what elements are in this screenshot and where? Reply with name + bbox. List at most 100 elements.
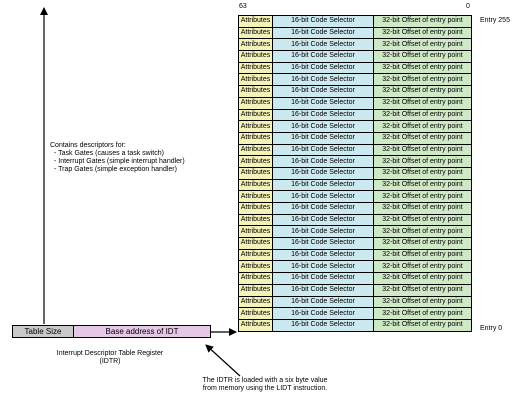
attributes-cell: Attributes (238, 96, 273, 110)
entry-offset-cell: 32-bit Offset of entry point (373, 225, 472, 239)
attributes-cell: Attributes (238, 61, 273, 75)
attributes-cell: Attributes (238, 38, 273, 52)
attributes-cell: Attributes (238, 143, 273, 157)
lidt-note-line1: The IDTR is loaded with a six byte value (202, 377, 328, 384)
attributes-cell: Attributes (238, 178, 273, 192)
descriptors-note-heading: Contains descriptors for: (50, 142, 126, 149)
entry-offset-cell: 32-bit Offset of entry point (373, 155, 472, 168)
attributes-cell: Attributes (238, 131, 273, 145)
code-selector-cell: 16-bit Code Selector (272, 38, 374, 52)
code-selector-cell: 16-bit Code Selector (272, 166, 374, 180)
idt-entry-row: Attributes 16-bit Code Selector 32-bit Off… (238, 143, 472, 157)
lidt-note-line2: from memory using the LIDT instruction. (202, 385, 328, 392)
idt-entry-row: Attributes 16-bit Code Selector 32-bit Off… (238, 26, 472, 40)
code-selector-cell: 16-bit Code Selector (272, 202, 374, 215)
entry-offset-cell: 32-bit Offset of entry point (373, 131, 472, 145)
entry-offset-cell: 32-bit Offset of entry point (373, 120, 472, 133)
code-selector-cell: 16-bit Code Selector (272, 120, 374, 133)
attributes-cell: Attributes (238, 213, 273, 227)
attributes-cell: Attributes (238, 85, 273, 98)
idt-table: Attributes 16-bit Code Selector 32-bit Off… (238, 15, 472, 332)
entry-offset-cell: 32-bit Offset of entry point (373, 15, 472, 28)
idt-entry-row: Attributes 16-bit Code Selector 32-bit Off… (238, 248, 472, 262)
idt-entry-row: Attributes 16-bit Code Selector 32-bit Off… (238, 50, 472, 63)
idt-entry-row: Attributes 16-bit Code Selector 32-bit Off… (238, 283, 472, 297)
entry-offset-cell: 32-bit Offset of entry point (373, 295, 472, 309)
idt-entry-row: Attributes 16-bit Code Selector 32-bit Off… (238, 108, 472, 122)
idt-entry-row: Attributes 16-bit Code Selector 32-bit Off… (238, 61, 472, 75)
attributes-cell: Attributes (238, 307, 273, 320)
attributes-cell: Attributes (238, 108, 273, 122)
entry-offset-cell: 32-bit Offset of entry point (373, 85, 472, 98)
descriptors-list: - Task Gates (causes a task switch) - In… (50, 150, 185, 174)
code-selector-cell: 16-bit Code Selector (272, 225, 374, 239)
entry-offset-cell: 32-bit Offset of entry point (373, 26, 472, 40)
attributes-cell: Attributes (238, 318, 273, 332)
base-address-field: Base address of IDT (74, 325, 211, 338)
bit-0-label: 0 (466, 3, 470, 10)
code-selector-cell: 16-bit Code Selector (272, 190, 374, 203)
code-selector-cell: 16-bit Code Selector (272, 318, 374, 332)
entry-offset-cell: 32-bit Offset of entry point (373, 272, 472, 285)
entry-offset-cell: 32-bit Offset of entry point (373, 190, 472, 203)
idt-entry-row: Attributes 16-bit Code Selector 32-bit Off… (238, 307, 472, 320)
entry-offset-cell: 32-bit Offset of entry point (373, 96, 472, 110)
entry-offset-cell: 32-bit Offset of entry point (373, 108, 472, 122)
idt-entry-row: Attributes 16-bit Code Selector 32-bit Off… (238, 318, 472, 332)
code-selector-cell: 16-bit Code Selector (272, 307, 374, 320)
entry-offset-cell: 32-bit Offset of entry point (373, 202, 472, 215)
code-selector-cell: 16-bit Code Selector (272, 108, 374, 122)
idt-entry-row: Attributes 16-bit Code Selector 32-bit Off… (238, 155, 472, 168)
entry-offset-cell: 32-bit Offset of entry point (373, 307, 472, 320)
code-selector-cell: 16-bit Code Selector (272, 131, 374, 145)
attributes-cell: Attributes (238, 15, 273, 28)
entry-offset-cell: 32-bit Offset of entry point (373, 178, 472, 192)
descriptor-item: - Trap Gates (simple exception handler) (54, 166, 177, 173)
idt-entry-row: Attributes 16-bit Code Selector 32-bit Off… (238, 166, 472, 180)
entry-offset-cell: 32-bit Offset of entry point (373, 283, 472, 297)
code-selector-cell: 16-bit Code Selector (272, 283, 374, 297)
attributes-cell: Attributes (238, 202, 273, 215)
attributes-cell: Attributes (238, 73, 273, 87)
code-selector-cell: 16-bit Code Selector (272, 155, 374, 168)
idt-entry-row: Attributes 16-bit Code Selector 32-bit Off… (238, 15, 472, 28)
idt-entry-row: Attributes 16-bit Code Selector 32-bit Off… (238, 295, 472, 309)
code-selector-cell: 16-bit Code Selector (272, 237, 374, 250)
idt-entry-row: Attributes 16-bit Code Selector 32-bit Off… (238, 38, 472, 52)
attributes-cell: Attributes (238, 248, 273, 262)
idt-entry-row: Attributes 16-bit Code Selector 32-bit Off… (238, 260, 472, 274)
idt-entry-row: Attributes 16-bit Code Selector 32-bit Off… (238, 96, 472, 110)
code-selector-cell: 16-bit Code Selector (272, 26, 374, 40)
idtr-caption-title: Interrupt Descriptor Table Register (56, 350, 164, 357)
code-selector-cell: 16-bit Code Selector (272, 178, 374, 192)
attributes-cell: Attributes (238, 295, 273, 309)
descriptor-item: - Task Gates (causes a task switch) (54, 150, 164, 157)
attributes-cell: Attributes (238, 225, 273, 239)
entry-offset-cell: 32-bit Offset of entry point (373, 61, 472, 75)
code-selector-cell: 16-bit Code Selector (272, 61, 374, 75)
table-size-field: Table Size (12, 325, 74, 338)
idt-entry-row: Attributes 16-bit Code Selector 32-bit Off… (238, 120, 472, 133)
entry-offset-cell: 32-bit Offset of entry point (373, 38, 472, 52)
idt-entry-row: Attributes 16-bit Code Selector 32-bit Off… (238, 131, 472, 145)
code-selector-cell: 16-bit Code Selector (272, 272, 374, 285)
entry-offset-cell: 32-bit Offset of entry point (373, 50, 472, 63)
entry-offset-cell: 32-bit Offset of entry point (373, 143, 472, 157)
code-selector-cell: 16-bit Code Selector (272, 213, 374, 227)
attributes-cell: Attributes (238, 50, 273, 63)
entry-0-label: Entry 0 (480, 325, 503, 332)
descriptors-note: Contains descriptors for: - Task Gates (… (50, 142, 185, 174)
entry-offset-cell: 32-bit Offset of entry point (373, 318, 472, 332)
idt-entry-row: Attributes 16-bit Code Selector 32-bit Off… (238, 272, 472, 285)
code-selector-cell: 16-bit Code Selector (272, 295, 374, 309)
idt-entry-row: Attributes 16-bit Code Selector 32-bit Off… (238, 202, 472, 215)
attributes-cell: Attributes (238, 237, 273, 250)
code-selector-cell: 16-bit Code Selector (272, 73, 374, 87)
attributes-cell: Attributes (238, 260, 273, 274)
idt-entry-row: Attributes 16-bit Code Selector 32-bit Off… (238, 213, 472, 227)
idt-entry-row: Attributes 16-bit Code Selector 32-bit Off… (238, 73, 472, 87)
entry-offset-cell: 32-bit Offset of entry point (373, 237, 472, 250)
code-selector-cell: 16-bit Code Selector (272, 143, 374, 157)
idt-entry-row: Attributes 16-bit Code Selector 32-bit Off… (238, 178, 472, 192)
